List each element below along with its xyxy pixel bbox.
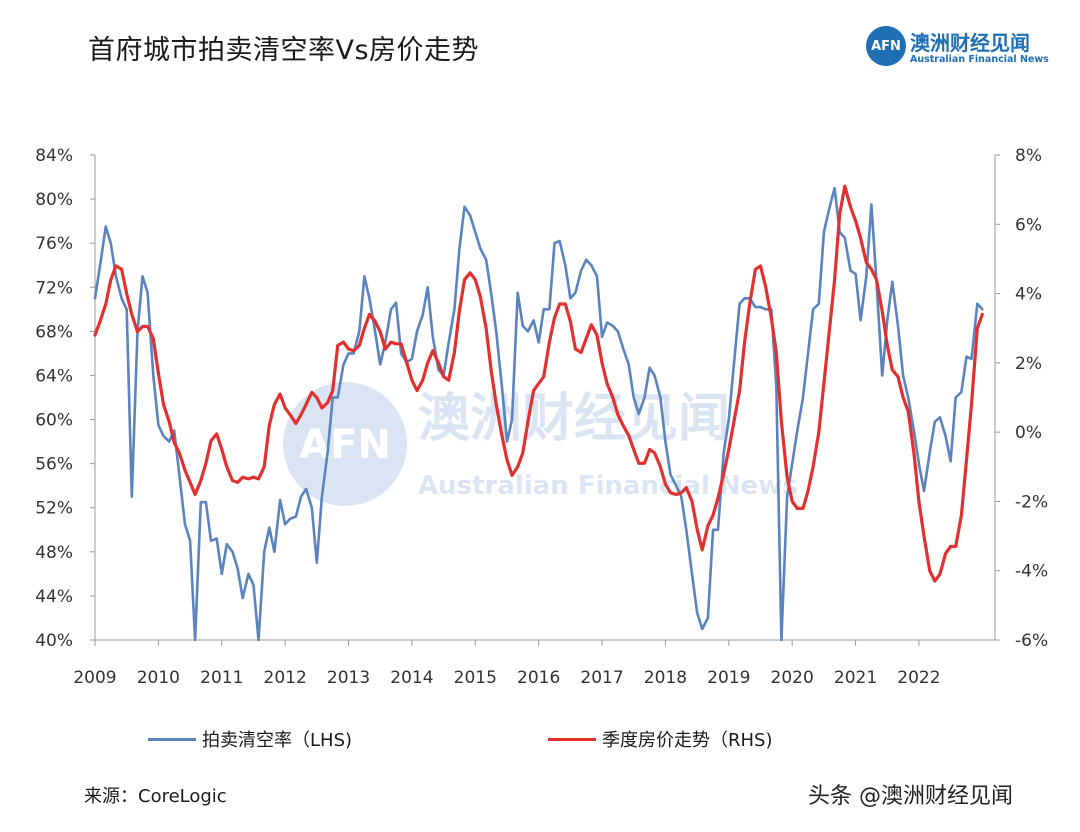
series-line-clearance [93, 186, 984, 642]
left-tick-label: 76% [35, 234, 73, 254]
logo-chinese-text: 澳洲财经见闻 [910, 31, 1030, 55]
watermark-mark: AFN [299, 422, 391, 468]
left-tick-label: 80% [35, 190, 73, 210]
x-tick-label: 2019 [707, 668, 750, 688]
left-tick-label: 52% [35, 499, 73, 519]
series-group [93, 184, 984, 642]
x-tick-label: 2011 [200, 668, 243, 688]
x-tick-label: 2015 [454, 668, 497, 688]
chart-title: 首府城市拍卖清空率Vs房价走势 [88, 35, 480, 66]
afn-logo-icon: AFN [866, 26, 906, 66]
x-tick-label: 2012 [264, 668, 307, 688]
legend-label-prices: 季度房价走势（RHS) [602, 730, 773, 751]
left-tick-label: 60% [35, 411, 73, 431]
x-tick-label: 2013 [327, 668, 370, 688]
axes-group: 84% 80% 76% 72% 68% 64% 60% 56% 52% 48% 44% 40% 8% 6%… [35, 146, 1048, 688]
left-tick-label: 64% [35, 366, 73, 386]
watermark: AFN 澳洲财经见闻 Australian Financial News [283, 382, 798, 506]
right-tick-label: 4% [1015, 285, 1042, 305]
watermark-circle [283, 382, 407, 506]
legend-line-prices [548, 738, 596, 741]
right-tick-label: -6% [1015, 631, 1048, 651]
left-tick-label: 48% [35, 543, 73, 563]
legend-line-clearance [148, 738, 196, 741]
footer-watermark: 头条 @澳洲财经见闻 [808, 784, 1013, 809]
x-tick-label: 2017 [580, 668, 623, 688]
left-tick-label: 72% [35, 278, 73, 298]
x-tick-label: 2020 [771, 668, 814, 688]
x-tick-label: 2018 [644, 668, 687, 688]
left-tick-label: 56% [35, 455, 73, 475]
watermark-english: Australian Financial News [418, 471, 798, 501]
right-tick-label: 2% [1015, 354, 1042, 374]
legend-label-clearance: 拍卖清空率（LHS) [202, 730, 353, 751]
watermark-chinese: 澳洲财经见闻 [418, 389, 730, 449]
x-tick-label: 2014 [390, 668, 433, 688]
source-note: 来源：CoreLogic [84, 786, 227, 807]
right-tick-label: -4% [1015, 562, 1048, 582]
left-tick-label: 44% [35, 587, 73, 607]
right-tick-label: 8% [1015, 146, 1042, 166]
left-tick-label: 40% [35, 631, 73, 651]
right-tick-label: -2% [1015, 492, 1048, 512]
right-tick-label: 6% [1015, 215, 1042, 235]
x-tick-label: 2010 [137, 668, 180, 688]
x-tick-label: 2021 [834, 668, 877, 688]
series-line-prices [93, 184, 984, 583]
afn-logo: AFN 澳洲财经见闻 Australian Financial News [866, 26, 1056, 70]
logo-english-text: Australian Financial News [910, 54, 1049, 65]
left-tick-label: 68% [35, 322, 73, 342]
x-tick-label: 2022 [897, 668, 940, 688]
left-tick-label: 84% [35, 146, 73, 166]
x-tick-label: 2016 [517, 668, 560, 688]
x-tick-label: 2009 [73, 668, 116, 688]
right-tick-label: 0% [1015, 423, 1042, 443]
